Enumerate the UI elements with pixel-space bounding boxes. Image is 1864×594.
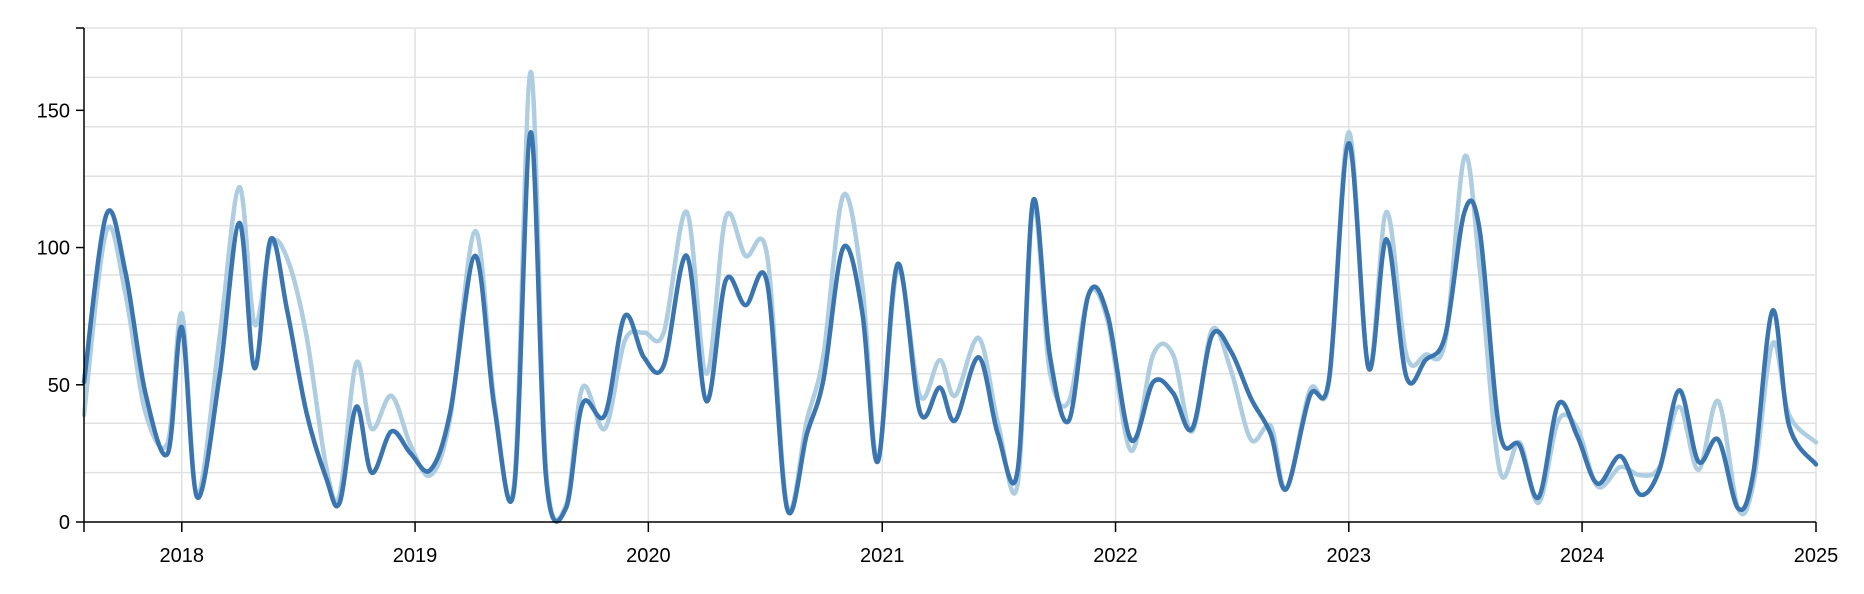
- y-tick-label: 50: [48, 375, 70, 397]
- x-tick-label: 2025: [1794, 545, 1839, 567]
- y-tick-label: 150: [37, 100, 70, 122]
- series-layer: [81, 69, 1819, 524]
- series-line-2: [81, 130, 1819, 524]
- y-tick-label: 0: [59, 512, 70, 534]
- y-axis-ticks: 0 50 100 150: [37, 100, 84, 534]
- y-gridlines: [84, 27, 1816, 474]
- x-tick-label: 2023: [1327, 545, 1372, 567]
- x-axis-ticks: 2018 2019 2020 2021 2022 2023 2024 2025: [83, 522, 1839, 567]
- x-tick-label: 2022: [1093, 545, 1138, 567]
- y-tick-label: 100: [37, 238, 70, 260]
- x-tick-label: 2018: [160, 545, 205, 567]
- x-tick-label: 2020: [626, 545, 671, 567]
- series-line-1: [81, 69, 1819, 523]
- x-tick-label: 2021: [860, 545, 905, 567]
- x-tick-label: 2024: [1560, 545, 1605, 567]
- x-tick-label: 2019: [393, 545, 438, 567]
